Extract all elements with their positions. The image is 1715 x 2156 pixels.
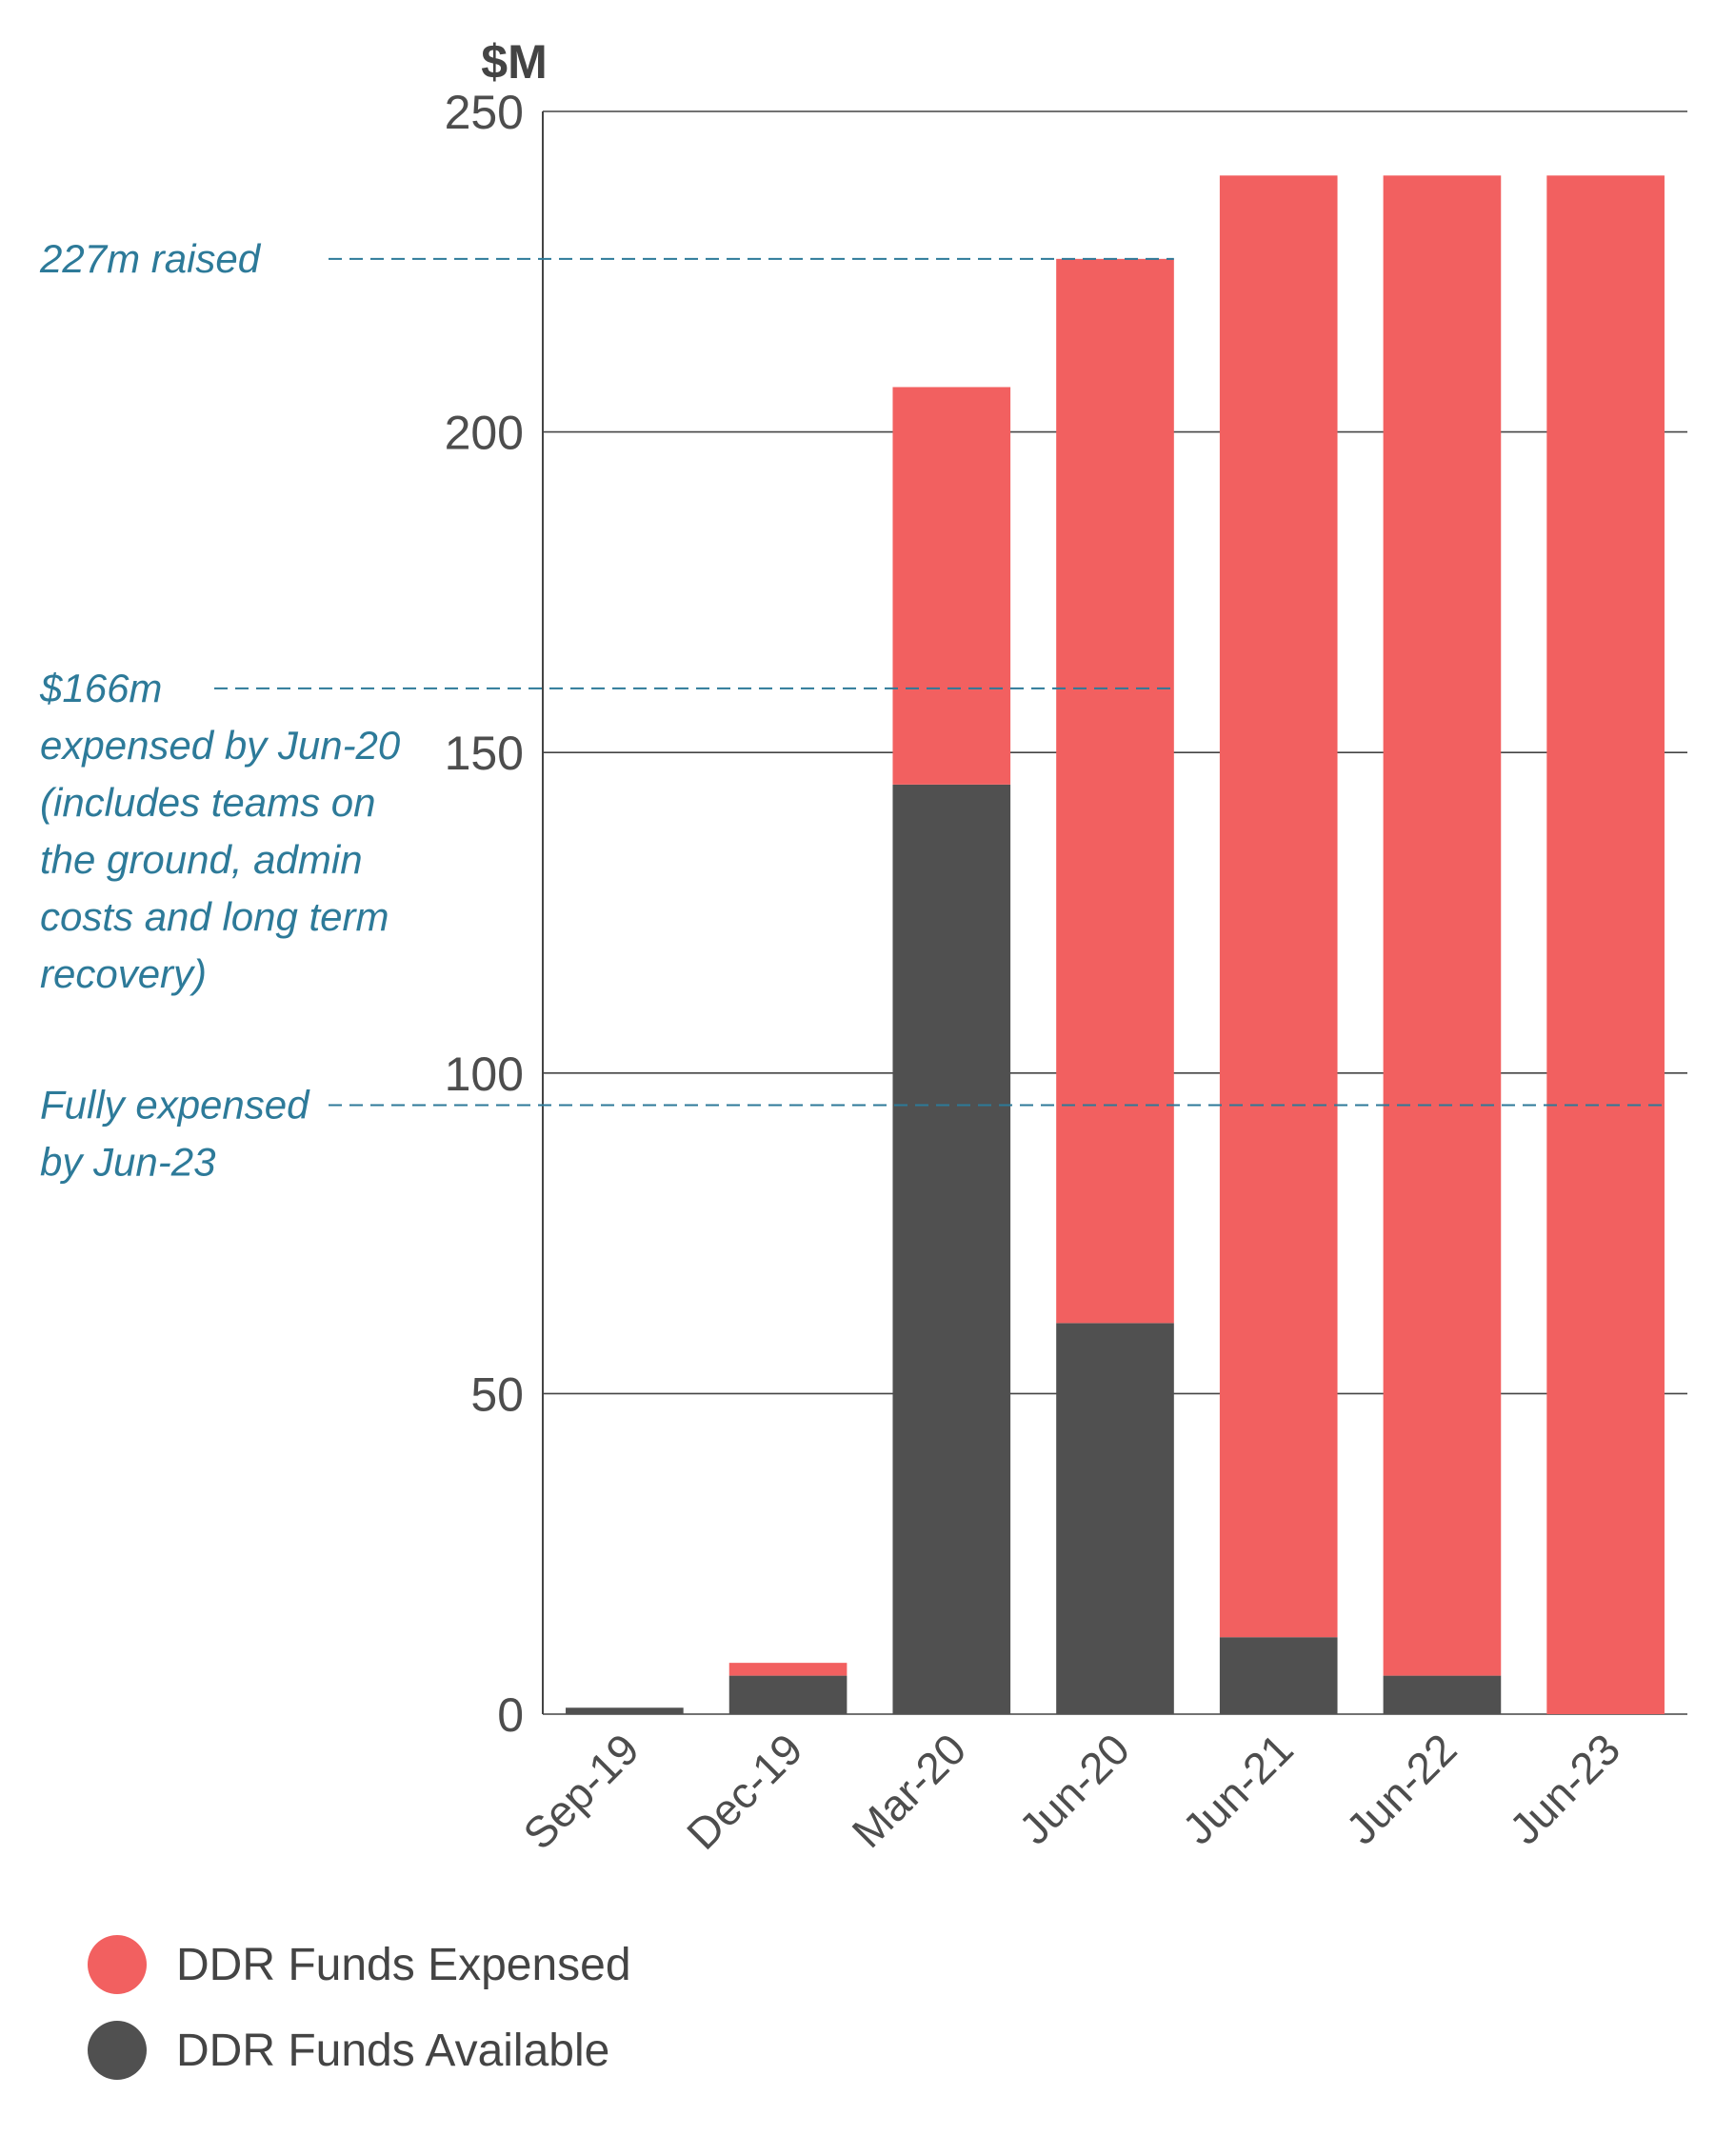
- legend-label: DDR Funds Available: [176, 2026, 609, 2076]
- y-tick-label: 200: [445, 407, 524, 460]
- annotation-fully-expensed: Fully expensed by Jun-23: [40, 1082, 310, 1184]
- y-unit-label: $M: [481, 35, 547, 89]
- annotation-raised: 227m raised: [39, 236, 262, 281]
- y-tick-labels: 0 50 100 150 200 250: [445, 86, 524, 1742]
- bar-expensed-dec-19: [728, 1663, 848, 1676]
- x-tick-label: Jun-21: [1173, 1724, 1303, 1853]
- y-tick-label: 0: [497, 1688, 524, 1742]
- legend-swatch: [88, 2021, 147, 2080]
- x-tick-label: Sep-19: [513, 1724, 648, 1859]
- bar-expensed-mar-20: [892, 387, 1011, 785]
- x-tick-label: Jun-23: [1500, 1724, 1629, 1853]
- bar-expensed-jun-20: [1056, 258, 1174, 1324]
- y-tick-label: 100: [445, 1048, 524, 1101]
- bar-expensed-jun-23: [1546, 175, 1665, 1714]
- annotation-expensed-jun20: $166m expensed by Jun-20 (includes teams o…: [39, 666, 401, 996]
- bar-available-jun-21: [1219, 1637, 1338, 1714]
- x-tick-label: Dec-19: [677, 1724, 812, 1859]
- x-tick-labels: Sep-19 Dec-19 Mar-20 Jun-20 Jun-21 Jun-22 Jun-…: [513, 1724, 1629, 1859]
- x-tick-label: Jun-20: [1009, 1724, 1139, 1853]
- bar-expensed-jun-21: [1219, 175, 1338, 1638]
- y-tick-label: 50: [470, 1367, 524, 1421]
- bar-available-mar-20: [892, 784, 1011, 1714]
- legend-swatch: [88, 1935, 147, 1994]
- bar-available-jun-20: [1056, 1323, 1174, 1714]
- bar-available-sep-19: [566, 1707, 684, 1714]
- x-tick-label: Mar-20: [843, 1724, 976, 1857]
- y-tick-label: 250: [445, 86, 524, 139]
- bar-available-dec-19: [728, 1675, 848, 1714]
- bar-expensed-jun-22: [1383, 175, 1502, 1676]
- legend-label: DDR Funds Expensed: [176, 1940, 631, 1990]
- x-tick-label: Jun-22: [1336, 1724, 1466, 1853]
- y-tick-label: 150: [445, 727, 524, 780]
- annotations: 227m raised $166m expensed by Jun-20 (inclu…: [39, 236, 1665, 1184]
- bar-available-jun-22: [1383, 1675, 1502, 1714]
- bars: [566, 175, 1665, 1714]
- legend: DDR Funds Expensed DDR Funds Available: [88, 1935, 631, 2080]
